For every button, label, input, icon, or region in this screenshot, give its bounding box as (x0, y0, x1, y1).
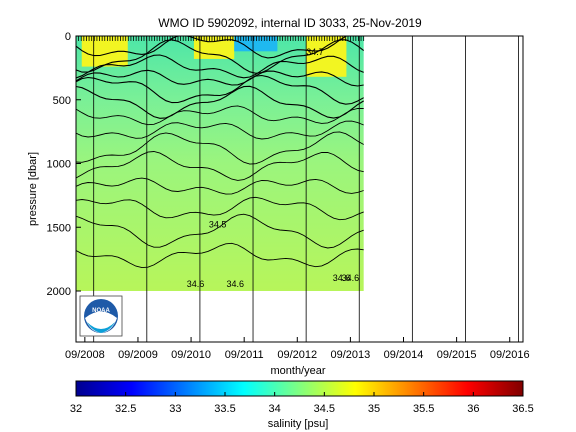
x-tick-label: 09/2011 (225, 349, 264, 361)
colorbar-tick-label: 34 (269, 403, 281, 415)
colorbar-tick-label: 32.5 (115, 403, 136, 415)
contour-line (76, 196, 364, 221)
contour-labels: 34.734.534.6 34.634.634.6 (187, 47, 359, 289)
colorbar-ticks: 32 32.5 33 33.5 34 34.5 35 35.5 36 36.5 (70, 392, 534, 415)
contour-label: 34.6 (187, 279, 205, 289)
colorbar-tick-label: 36 (467, 403, 479, 415)
contour-line (76, 242, 364, 269)
contour-line (76, 131, 364, 165)
colorbar-tick-label: 35.5 (413, 403, 434, 415)
x-axis: 09/2008 09/2009 09/2010 09/2011 09/2012 09/20… (65, 337, 530, 361)
contour-label: 34.6 (227, 279, 245, 289)
x-axis-label: month/year (270, 365, 325, 377)
y-axis-label: pressure [dbar] (27, 152, 39, 226)
x-tick-label: 09/2010 (171, 349, 211, 361)
colorbar-tick-label: 32 (70, 403, 82, 415)
noaa-logo: NOAA (79, 295, 123, 337)
contour-line (76, 54, 364, 79)
x-tick-label: 09/2009 (118, 349, 158, 361)
y-tick-label: 1500 (47, 222, 71, 234)
y-tick-label: 500 (53, 95, 71, 107)
vertical-gridlines (93, 36, 519, 342)
colorbar-tick-label: 35 (368, 403, 380, 415)
y-axis: 0 500 1000 1500 2000 (47, 31, 81, 298)
colorbar-gradient (75, 380, 524, 397)
contour-line (76, 120, 364, 140)
x-tick-label: 09/2012 (277, 349, 317, 361)
contour-line (76, 74, 364, 105)
colorbar-label: salinity [psu] (268, 418, 329, 430)
colorbar-tick-label: 34.5 (314, 403, 335, 415)
y-tick-label: 2000 (47, 286, 71, 298)
svg-text:NOAA: NOAA (92, 308, 110, 314)
contour-label: 34.6 (333, 273, 351, 283)
x-tick-label: 09/2008 (65, 349, 105, 361)
contour-label: 34.6 (342, 273, 360, 283)
colorbar-tick-label: 33 (169, 403, 181, 415)
x-tick-label: 09/2015 (437, 349, 477, 361)
contour-line (76, 177, 364, 195)
colorbar-tick-label: 33.5 (214, 403, 235, 415)
plot-frame (75, 35, 524, 343)
x-tick-label: 09/2016 (490, 349, 530, 361)
colorbar-tick-label: 36.5 (512, 403, 533, 415)
contour-line (76, 105, 364, 126)
colorbar: 32 32.5 33 33.5 34 34.5 35 35.5 36 36.5 (70, 380, 534, 415)
contour-line (76, 69, 364, 87)
contour-label: 34.5 (209, 219, 227, 229)
x-tick-label: 09/2014 (384, 349, 424, 361)
y-tick-label: 1000 (47, 159, 71, 171)
profile-tick-marks (76, 36, 365, 41)
plot-area: 34.734.534.6 34.634.634.6 (76, 36, 519, 342)
x-tick-label: 09/2013 (331, 349, 371, 361)
y-tick-label: 0 (65, 31, 71, 43)
data-field (76, 36, 364, 291)
contour-label: 34.7 (306, 47, 324, 57)
contour-line (76, 85, 364, 119)
contour-line (76, 213, 364, 249)
chart-title: WMO ID 5902092, internal ID 3033, 25-Nov… (158, 16, 422, 30)
contour-line (76, 39, 365, 74)
contour-line (76, 151, 364, 181)
